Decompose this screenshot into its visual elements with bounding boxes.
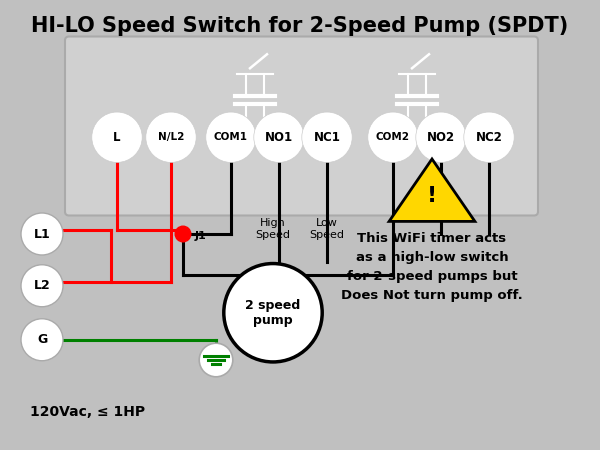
Text: G: G: [37, 333, 47, 346]
Text: !: !: [427, 186, 437, 206]
Circle shape: [21, 319, 63, 361]
Text: NC1: NC1: [314, 131, 340, 144]
Text: L1: L1: [34, 228, 50, 240]
Text: Low
Speed: Low Speed: [310, 218, 344, 240]
Circle shape: [464, 112, 514, 162]
Text: COM2: COM2: [376, 132, 410, 142]
Circle shape: [21, 265, 63, 307]
Circle shape: [146, 112, 196, 162]
Text: HI-LO Speed Switch for 2-Speed Pump (SPDT): HI-LO Speed Switch for 2-Speed Pump (SPD…: [31, 16, 569, 36]
Circle shape: [302, 112, 352, 162]
Text: NO1: NO1: [265, 131, 293, 144]
Text: NC2: NC2: [476, 131, 502, 144]
Text: High
Speed: High Speed: [256, 218, 290, 240]
Circle shape: [175, 226, 191, 242]
Text: N/L2: N/L2: [158, 132, 184, 142]
Circle shape: [368, 112, 418, 162]
Text: L2: L2: [34, 279, 50, 292]
Circle shape: [254, 112, 304, 162]
Circle shape: [224, 264, 322, 362]
Text: L: L: [113, 131, 121, 144]
Text: NO2: NO2: [427, 131, 455, 144]
Circle shape: [199, 343, 233, 377]
Text: This WiFi timer acts
as a high-low switch
for 2-speed pumps but
Does Not turn pu: This WiFi timer acts as a high-low switc…: [341, 232, 523, 302]
Text: J1: J1: [195, 231, 207, 241]
Circle shape: [416, 112, 466, 162]
Circle shape: [206, 112, 256, 162]
Text: 120Vac, ≤ 1HP: 120Vac, ≤ 1HP: [30, 405, 145, 418]
FancyBboxPatch shape: [65, 36, 538, 216]
Text: 2 speed
pump: 2 speed pump: [245, 299, 301, 327]
Text: COM1: COM1: [214, 132, 248, 142]
Circle shape: [92, 112, 142, 162]
Polygon shape: [389, 159, 475, 221]
Circle shape: [21, 213, 63, 255]
